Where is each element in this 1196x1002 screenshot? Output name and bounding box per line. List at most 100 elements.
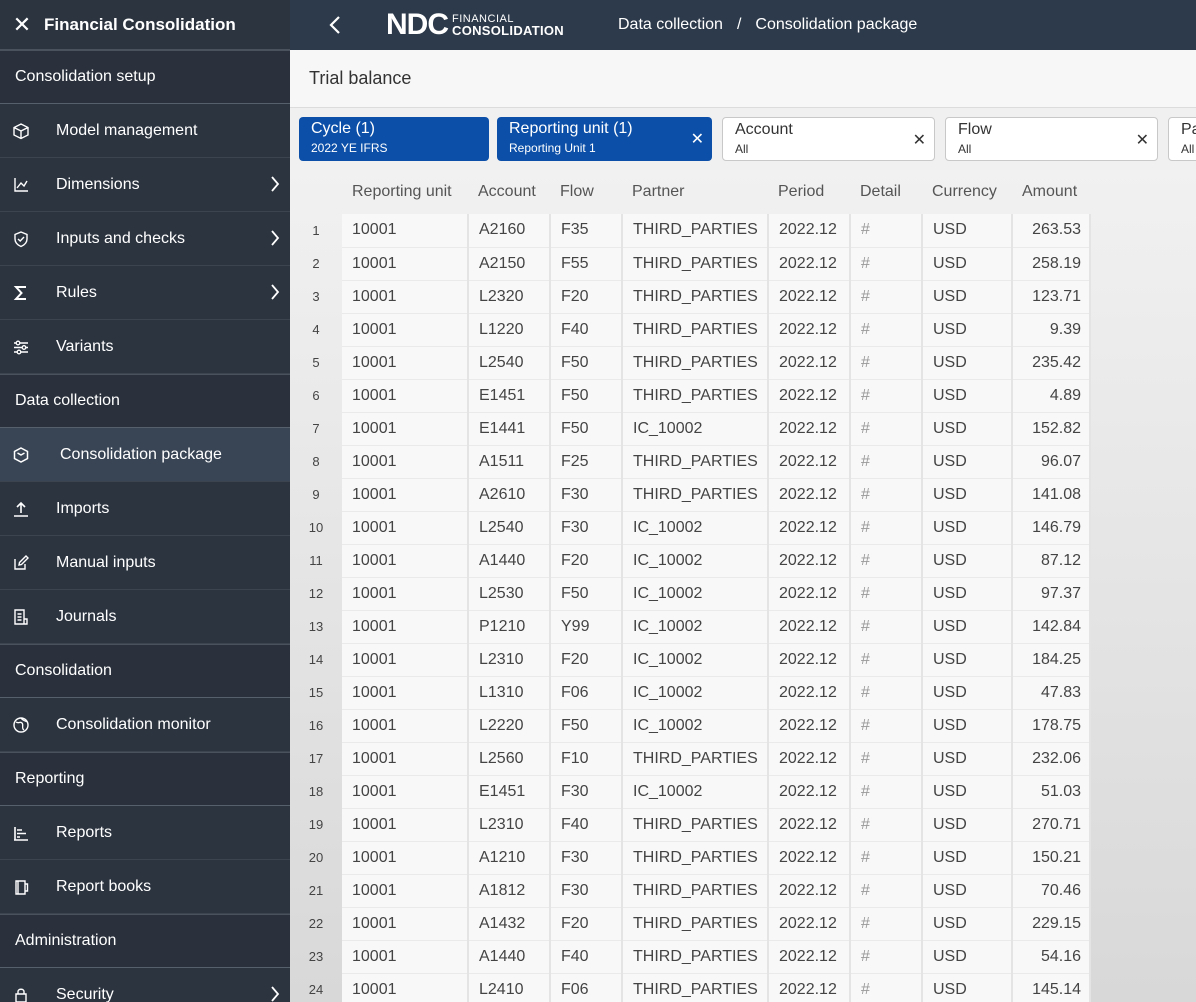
cell-reporting-unit[interactable]: 10001 xyxy=(342,214,469,248)
filter-chip-pa[interactable]: Pa All xyxy=(1168,117,1196,161)
cell-flow[interactable]: F50 xyxy=(550,346,623,380)
sidebar-item-reports[interactable]: Reports xyxy=(0,806,290,860)
close-icon[interactable]: ✕ xyxy=(1135,132,1149,149)
cell-partner[interactable]: IC_10002 xyxy=(622,511,769,545)
cell-partner[interactable]: THIRD_PARTIES xyxy=(622,445,769,479)
cell-detail[interactable]: # xyxy=(850,346,923,380)
cell-account[interactable]: A2160 xyxy=(468,214,551,248)
cell-account[interactable]: A1210 xyxy=(468,841,551,875)
cell-period[interactable]: 2022.12 xyxy=(768,709,851,743)
cell-amount[interactable]: 184.25 xyxy=(1012,643,1091,677)
back-button[interactable] xyxy=(290,15,380,35)
column-header-period[interactable]: Period xyxy=(778,183,825,200)
sidebar-item-variants[interactable]: Variants xyxy=(0,320,290,374)
cell-detail[interactable]: # xyxy=(850,379,923,413)
cell-reporting-unit[interactable]: 10001 xyxy=(342,280,469,314)
cell-currency[interactable]: USD xyxy=(922,709,1013,743)
cell-account[interactable]: L2310 xyxy=(468,643,551,677)
column-header-detail[interactable]: Detail xyxy=(860,183,901,200)
cell-flow[interactable]: F25 xyxy=(550,445,623,479)
cell-currency[interactable]: USD xyxy=(922,247,1013,281)
cell-reporting-unit[interactable]: 10001 xyxy=(342,511,469,545)
cell-period[interactable]: 2022.12 xyxy=(768,577,851,611)
cell-period[interactable]: 2022.12 xyxy=(768,544,851,578)
cell-period[interactable]: 2022.12 xyxy=(768,808,851,842)
cell-currency[interactable]: USD xyxy=(922,940,1013,974)
cell-reporting-unit[interactable]: 10001 xyxy=(342,412,469,446)
cell-period[interactable]: 2022.12 xyxy=(768,841,851,875)
cell-reporting-unit[interactable]: 10001 xyxy=(342,544,469,578)
cell-detail[interactable]: # xyxy=(850,709,923,743)
cell-reporting-unit[interactable]: 10001 xyxy=(342,478,469,512)
table-row[interactable]: 18 10001 E1451 F30 IC_10002 2022.12 # USD 51.03 xyxy=(290,775,1091,809)
cell-detail[interactable]: # xyxy=(850,214,923,248)
cell-partner[interactable]: THIRD_PARTIES xyxy=(622,280,769,314)
cell-period[interactable]: 2022.12 xyxy=(768,280,851,314)
sidebar-item-manual-inputs[interactable]: Manual inputs xyxy=(0,536,290,590)
cell-currency[interactable]: USD xyxy=(922,214,1013,248)
cell-account[interactable]: L2220 xyxy=(468,709,551,743)
cell-reporting-unit[interactable]: 10001 xyxy=(342,379,469,413)
cell-detail[interactable]: # xyxy=(850,511,923,545)
cell-partner[interactable]: IC_10002 xyxy=(622,775,769,809)
cell-partner[interactable]: THIRD_PARTIES xyxy=(622,379,769,413)
cell-reporting-unit[interactable]: 10001 xyxy=(342,841,469,875)
cell-detail[interactable]: # xyxy=(850,775,923,809)
table-row[interactable]: 22 10001 A1432 F20 THIRD_PARTIES 2022.12 # USD 2… xyxy=(290,907,1091,941)
cell-period[interactable]: 2022.12 xyxy=(768,247,851,281)
cell-flow[interactable]: F10 xyxy=(550,742,623,776)
cell-amount[interactable]: 270.71 xyxy=(1012,808,1091,842)
cell-amount[interactable]: 146.79 xyxy=(1012,511,1091,545)
cell-amount[interactable]: 229.15 xyxy=(1012,907,1091,941)
table-row[interactable]: 24 10001 L2410 F06 THIRD_PARTIES 2022.12 # USD 1… xyxy=(290,973,1091,1002)
cell-amount[interactable]: 178.75 xyxy=(1012,709,1091,743)
cell-currency[interactable]: USD xyxy=(922,742,1013,776)
cell-partner[interactable]: THIRD_PARTIES xyxy=(622,742,769,776)
cell-detail[interactable]: # xyxy=(850,973,923,1002)
table-row[interactable]: 1 10001 A2160 F35 THIRD_PARTIES 2022.12 # USD 26… xyxy=(290,214,1091,248)
cell-account[interactable]: L2310 xyxy=(468,808,551,842)
cell-partner[interactable]: THIRD_PARTIES xyxy=(622,973,769,1002)
sidebar-item-rules[interactable]: Rules xyxy=(0,266,290,320)
cell-flow[interactable]: Y99 xyxy=(550,610,623,644)
cell-amount[interactable]: 145.14 xyxy=(1012,973,1091,1002)
cell-amount[interactable]: 123.71 xyxy=(1012,280,1091,314)
cell-detail[interactable]: # xyxy=(850,280,923,314)
sidebar-item-imports[interactable]: Imports xyxy=(0,482,290,536)
cell-currency[interactable]: USD xyxy=(922,808,1013,842)
cell-account[interactable]: E1441 xyxy=(468,412,551,446)
cell-currency[interactable]: USD xyxy=(922,907,1013,941)
cell-currency[interactable]: USD xyxy=(922,346,1013,380)
cell-account[interactable]: E1451 xyxy=(468,775,551,809)
cell-reporting-unit[interactable]: 10001 xyxy=(342,346,469,380)
cell-period[interactable]: 2022.12 xyxy=(768,742,851,776)
table-row[interactable]: 15 10001 L1310 F06 IC_10002 2022.12 # USD 47.83 xyxy=(290,676,1091,710)
cell-period[interactable]: 2022.12 xyxy=(768,313,851,347)
cell-currency[interactable]: USD xyxy=(922,973,1013,1002)
table-row[interactable]: 23 10001 A1440 F40 THIRD_PARTIES 2022.12 # USD 5… xyxy=(290,940,1091,974)
column-header-reporting-unit[interactable]: Reporting unit xyxy=(352,183,452,200)
cell-currency[interactable]: USD xyxy=(922,775,1013,809)
cell-detail[interactable]: # xyxy=(850,247,923,281)
cell-period[interactable]: 2022.12 xyxy=(768,412,851,446)
table-row[interactable]: 14 10001 L2310 F20 IC_10002 2022.12 # USD 184.25 xyxy=(290,643,1091,677)
cell-currency[interactable]: USD xyxy=(922,412,1013,446)
cell-flow[interactable]: F06 xyxy=(550,676,623,710)
cell-currency[interactable]: USD xyxy=(922,280,1013,314)
cell-account[interactable]: L2540 xyxy=(468,511,551,545)
cell-amount[interactable]: 47.83 xyxy=(1012,676,1091,710)
cell-account[interactable]: L1310 xyxy=(468,676,551,710)
table-row[interactable]: 10 10001 L2540 F30 IC_10002 2022.12 # USD 146.79 xyxy=(290,511,1091,545)
cell-flow[interactable]: F06 xyxy=(550,973,623,1002)
filter-chip-account[interactable]: Account All ✕ xyxy=(722,117,935,161)
cell-flow[interactable]: F40 xyxy=(550,313,623,347)
cell-detail[interactable]: # xyxy=(850,907,923,941)
table-row[interactable]: 19 10001 L2310 F40 THIRD_PARTIES 2022.12 # USD 2… xyxy=(290,808,1091,842)
cell-currency[interactable]: USD xyxy=(922,511,1013,545)
cell-account[interactable]: A1432 xyxy=(468,907,551,941)
cell-amount[interactable]: 87.12 xyxy=(1012,544,1091,578)
filter-chip-cycle[interactable]: Cycle (1) 2022 YE IFRS xyxy=(299,117,489,161)
cell-amount[interactable]: 70.46 xyxy=(1012,874,1091,908)
cell-flow[interactable]: F40 xyxy=(550,940,623,974)
cell-currency[interactable]: USD xyxy=(922,577,1013,611)
